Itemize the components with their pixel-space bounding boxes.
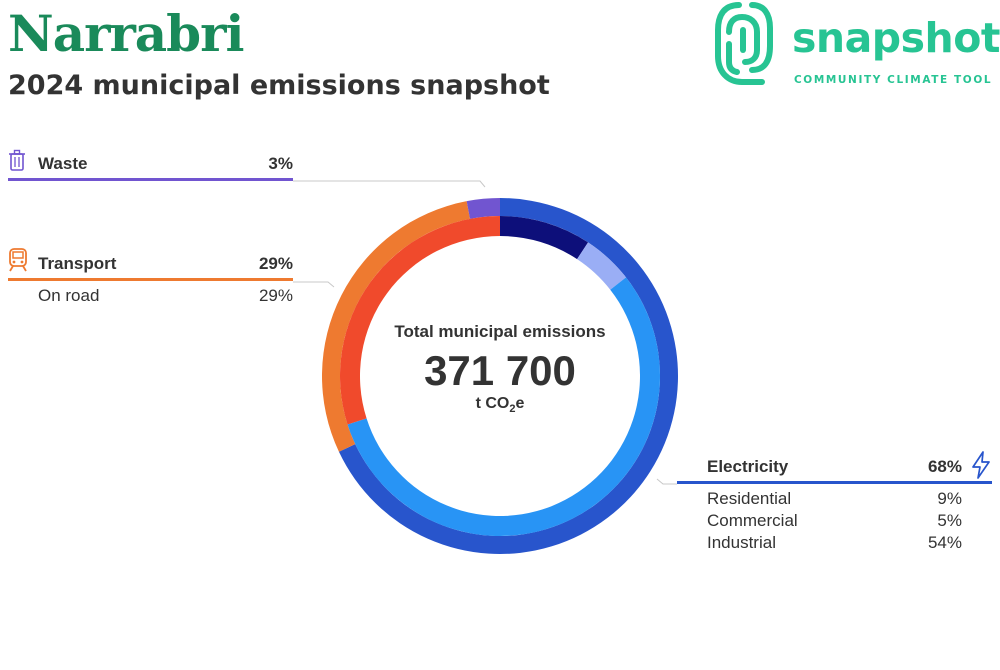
sector-waste-pct: 3% [268,154,293,173]
sub-label: Industrial [707,533,776,552]
sector-electricity-label: Electricity [707,457,789,476]
sub-pct: 5% [937,511,962,530]
sector-electricity-sub-commercial: Commercial 5% [677,506,962,530]
brand-tagline: COMMUNITY CLIMATE TOOL [794,74,993,86]
total-label: Total municipal emissions [394,322,606,341]
sub-label: On road [38,286,100,305]
sub-pct: 29% [258,286,293,305]
sector-electricity: Electricity 68% Residential 9% Commercia… [677,455,992,552]
lightning-bolt-icon [972,451,990,479]
leader-line-waste [293,180,486,188]
sub-pct: 9% [937,489,962,508]
emissions-donut-chart [321,198,678,554]
train-icon [9,248,27,272]
donut-inner-slice-commercial [577,242,627,290]
donut-inner-slice-residential [500,216,589,260]
sector-transport-rule [8,278,293,281]
page-title: Narrabri [8,4,244,63]
sub-label: Residential [707,489,792,508]
sub-label: Commercial [707,511,798,530]
donut-outer-slice-transport [321,201,471,452]
sector-transport-sub-on-road: On road 29% [8,281,293,305]
page-subtitle: 2024 municipal emissions snapshot [8,70,550,101]
fingerprint-logo-icon [715,2,773,85]
trash-bin-icon [9,149,25,171]
donut-inner-slice-on-road [340,216,500,425]
sub-pct: 54% [927,533,962,552]
sector-electricity-pct: 68% [927,457,962,476]
sector-electricity-sub-residential: Residential 9% [677,484,962,508]
sector-electricity-rule [677,481,992,484]
sector-waste-rule [8,178,293,181]
sector-transport: Transport 29% On road 29% [8,248,293,305]
sector-waste-label: Waste [38,154,88,173]
brand-wordmark: snapshot [792,14,1000,62]
total-value: 371 700 [424,347,576,394]
sector-transport-label: Transport [38,254,117,273]
sector-transport-pct: 29% [258,254,293,273]
total-unit: t CO2e [475,395,525,416]
donut-inner-slice-industrial [347,277,660,536]
donut-outer-slice-waste [466,198,500,219]
sector-electricity-sub-industrial: Industrial 54% [677,528,962,552]
sector-waste: Waste 3% [8,149,293,181]
snapshot-logo: snapshot COMMUNITY CLIMATE TOOL [712,0,1000,92]
donut-center: Total municipal emissions 371 700 t CO2e [380,322,620,415]
